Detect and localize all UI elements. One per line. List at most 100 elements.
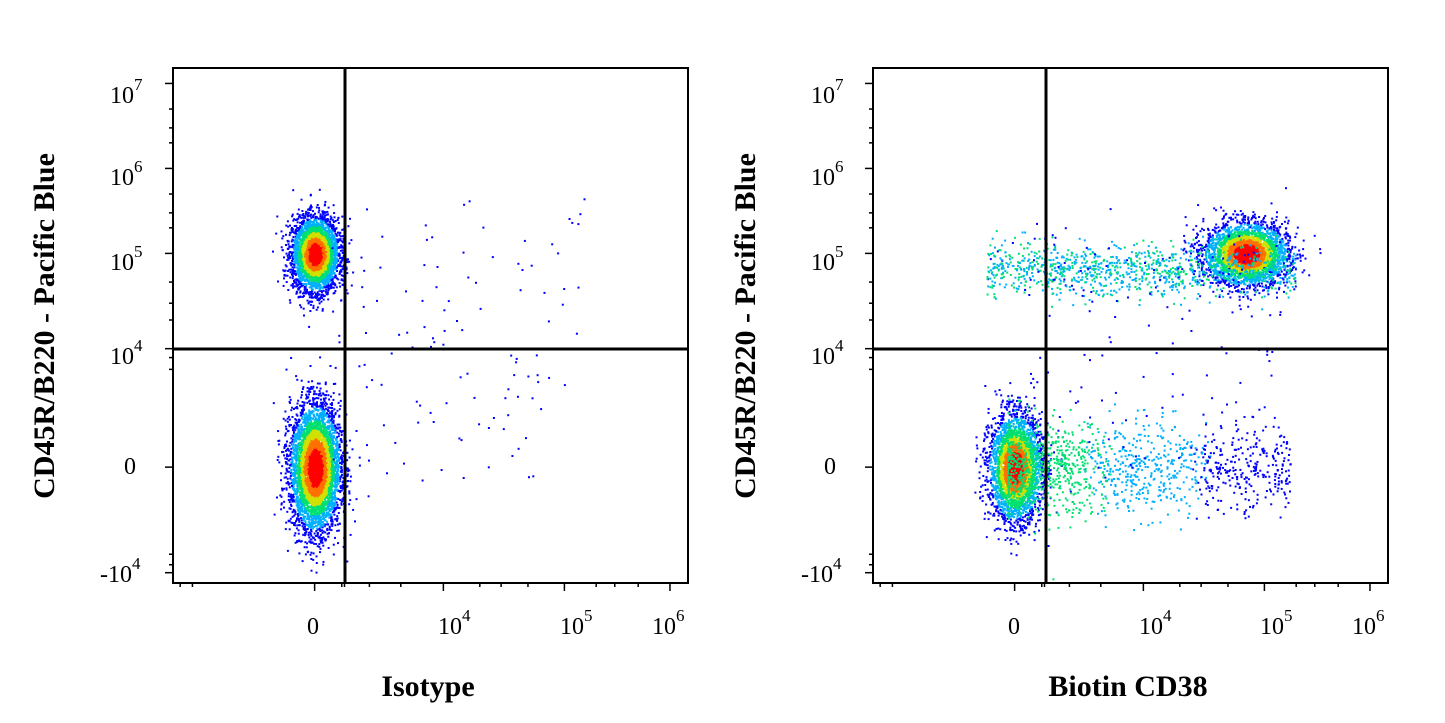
event-dot <box>326 249 328 251</box>
event-dot <box>328 547 330 549</box>
event-dot <box>336 249 338 251</box>
event-dot <box>333 204 335 206</box>
event-dot <box>303 215 305 217</box>
event-dot <box>335 268 337 270</box>
event-dot <box>329 267 331 269</box>
event-dot <box>295 219 297 221</box>
event-dot <box>292 251 294 253</box>
event-dot <box>292 239 294 241</box>
event-dot <box>332 276 334 278</box>
event-dot <box>334 239 336 241</box>
event-dot <box>294 279 296 281</box>
event-dot <box>311 261 313 263</box>
event-dot <box>341 274 343 276</box>
event-dot <box>283 285 285 287</box>
event-dot <box>278 443 280 445</box>
event-dot <box>301 239 303 241</box>
event-dot <box>288 245 290 247</box>
event-dot <box>333 236 335 238</box>
event-dot <box>312 277 314 279</box>
event-dot <box>348 242 350 244</box>
event-dot <box>295 274 297 276</box>
event-dot <box>326 285 328 287</box>
event-dot <box>322 254 324 256</box>
event-dot <box>331 241 333 243</box>
event-dot <box>291 240 293 242</box>
event-dot <box>302 275 304 277</box>
event-dot <box>335 412 337 414</box>
event-dot <box>301 210 303 212</box>
event-dot <box>300 274 302 276</box>
event-dot <box>292 244 294 246</box>
event-dot <box>318 211 320 213</box>
event-dot <box>296 285 298 287</box>
event-dot <box>294 257 296 259</box>
event-dot <box>283 275 285 277</box>
event-dot <box>314 282 316 284</box>
event-dot <box>334 290 336 292</box>
event-dot <box>347 261 349 263</box>
event-dot <box>318 209 320 211</box>
event-dot <box>300 234 302 236</box>
event-dot <box>333 212 335 214</box>
event-dot <box>331 230 333 232</box>
event-dot <box>327 239 329 241</box>
event-dot <box>318 275 320 277</box>
event-dot <box>330 244 332 246</box>
event-dot <box>323 211 325 213</box>
event-dot <box>297 284 299 286</box>
event-dot <box>318 218 320 220</box>
event-dot <box>283 270 285 272</box>
event-dot <box>290 264 292 266</box>
event-dot <box>283 277 285 279</box>
event-dot <box>287 289 289 291</box>
event-dot <box>330 262 332 264</box>
event-dot <box>313 305 315 307</box>
event-dot <box>334 267 336 269</box>
event-dot <box>323 290 325 292</box>
event-dot <box>346 272 348 274</box>
event-dot <box>318 224 320 226</box>
event-dot <box>312 307 314 309</box>
event-dot <box>306 252 308 254</box>
event-dot <box>304 217 306 219</box>
event-dot <box>316 238 318 240</box>
event-dot <box>342 235 344 237</box>
event-dot <box>305 213 307 215</box>
event-dot <box>320 270 322 272</box>
event-dot <box>296 227 298 229</box>
event-dot <box>281 246 283 248</box>
event-dot <box>312 210 314 212</box>
event-dot <box>324 234 326 236</box>
event-dot <box>309 238 311 240</box>
event-dot <box>304 232 306 234</box>
event-dot <box>359 465 361 467</box>
event-dot <box>299 222 301 224</box>
event-dot <box>327 298 329 300</box>
event-dot <box>326 231 328 233</box>
event-dot <box>294 261 296 263</box>
event-dot <box>314 247 316 249</box>
event-dot <box>302 213 304 215</box>
event-dot <box>318 247 320 249</box>
event-dot <box>314 273 316 275</box>
event-dot <box>320 284 322 286</box>
event-dot <box>306 249 308 251</box>
event-dot <box>322 281 324 283</box>
event-dot <box>309 246 311 248</box>
event-dot <box>333 272 335 274</box>
event-dot <box>326 261 328 263</box>
event-dot <box>292 236 294 238</box>
event-dot <box>314 261 316 263</box>
event-dot <box>330 264 332 266</box>
event-dot <box>312 289 314 291</box>
event-dot <box>322 521 324 523</box>
event-dot <box>322 251 324 253</box>
event-dot <box>317 306 319 308</box>
event-dot <box>316 572 318 574</box>
event-dot <box>318 241 320 243</box>
event-dot <box>339 232 341 234</box>
event-dot <box>321 276 323 278</box>
event-dot <box>338 240 340 242</box>
event-dot <box>311 226 313 228</box>
